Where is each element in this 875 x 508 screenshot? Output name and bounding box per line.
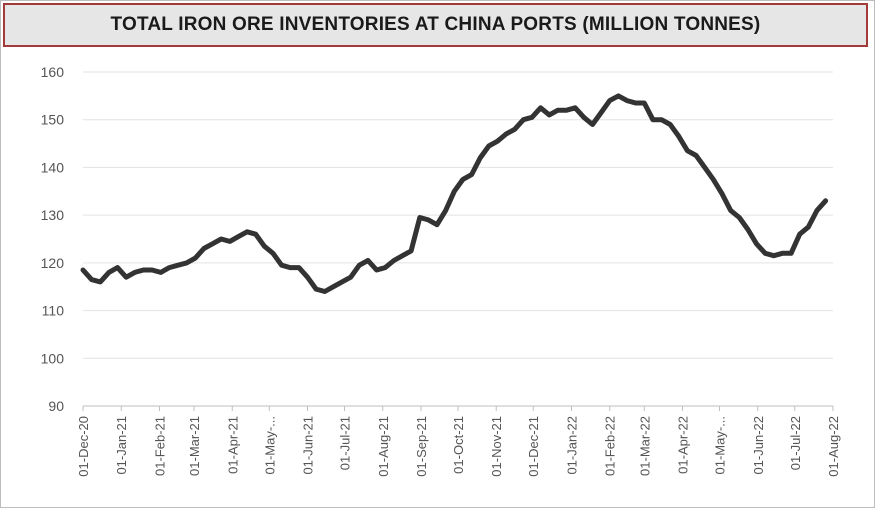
x-tick-label: 01-Dec-20 — [76, 416, 91, 477]
y-tick-label: 130 — [41, 207, 65, 223]
y-tick-label: 90 — [48, 398, 64, 414]
series-line — [80, 93, 829, 294]
y-tick-label: 100 — [41, 350, 65, 366]
x-tick-label: 01-Dec-21 — [526, 416, 541, 477]
y-tick-label: 120 — [41, 255, 65, 271]
x-tick-label: 01-Jul-22 — [788, 416, 803, 470]
y-tick-label: 160 — [41, 64, 65, 80]
x-tick-label: 01-May-... — [262, 416, 277, 475]
x-tick-label: 01-Sep-21 — [414, 416, 429, 477]
x-tick-label: 01-Jun-21 — [301, 416, 316, 475]
chart-title: TOTAL IRON ORE INVENTORIES AT CHINA PORT… — [110, 14, 761, 35]
x-tick-label: 01-Feb-21 — [152, 416, 167, 476]
x-tick-label: 01-Jun-22 — [751, 416, 766, 475]
x-tick-label: 01-Mar-22 — [637, 416, 652, 476]
y-tick-label: 150 — [41, 112, 65, 128]
x-tick-label: 01-Nov-21 — [489, 416, 504, 477]
y-tick-label: 140 — [41, 159, 65, 175]
x-tick-label: 01-Oct-21 — [451, 416, 466, 474]
chart-title-bar: TOTAL IRON ORE INVENTORIES AT CHINA PORT… — [3, 3, 868, 47]
x-tick-label: 01-May-... — [713, 416, 728, 475]
x-tick-label: 01-Jan-22 — [564, 416, 579, 475]
gridlines — [83, 71, 833, 359]
x-tick-label: 01-Feb-22 — [603, 416, 618, 476]
series-group — [80, 93, 829, 294]
x-tick-label: 01-Aug-21 — [376, 416, 391, 477]
x-tick-label: 01-Jan-21 — [114, 416, 129, 475]
y-tick-label: 110 — [42, 303, 65, 319]
x-tick-label: 01-Apr-21 — [225, 416, 240, 474]
x-tick-label: 01-Aug-22 — [826, 416, 841, 477]
y-axis-ticks: 160 150 140 130 120 110 100 90 — [41, 64, 65, 414]
x-axis-ticks: 01-Dec-20 01-Jan-21 01-Feb-21 01-Mar-21 01-A… — [76, 406, 841, 477]
x-tick-label: 01-Jul-21 — [338, 416, 353, 470]
x-tick-label: 01-Apr-22 — [676, 416, 691, 474]
x-tick-label: 01-Mar-21 — [187, 416, 202, 476]
